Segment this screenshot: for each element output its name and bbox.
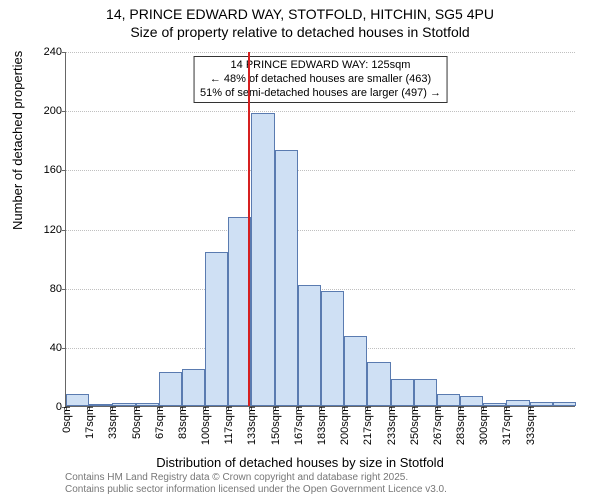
x-tick-label: 183sqm <box>314 406 328 445</box>
x-tick-label: 117sqm <box>221 406 235 444</box>
footer: Contains HM Land Registry data © Crown c… <box>65 472 447 496</box>
histogram-bar <box>391 379 414 406</box>
x-tick-label: 33sqm <box>105 406 119 439</box>
y-tick-label: 160 <box>36 164 66 176</box>
y-tick-label: 200 <box>36 105 66 117</box>
annotation-line-2: ← 48% of detached houses are smaller (46… <box>200 73 441 87</box>
x-axis-title: Distribution of detached houses by size … <box>0 455 600 470</box>
annotation-box: 14 PRINCE EDWARD WAY: 125sqm ← 48% of de… <box>193 56 448 103</box>
y-tick-label: 80 <box>36 283 66 295</box>
histogram-bar <box>182 369 205 406</box>
x-tick-label: 217sqm <box>360 406 374 445</box>
chart-title-line1: 14, PRINCE EDWARD WAY, STOTFOLD, HITCHIN… <box>0 6 600 24</box>
gridline <box>66 230 575 231</box>
gridline <box>66 111 575 112</box>
x-tick-label: 0sqm <box>59 406 73 433</box>
x-tick-label: 317sqm <box>499 406 513 445</box>
x-tick-label: 50sqm <box>129 406 143 439</box>
x-tick-label: 200sqm <box>337 406 351 445</box>
histogram-bar <box>344 336 367 406</box>
histogram-bar <box>367 362 390 406</box>
histogram-bar <box>205 252 228 406</box>
histogram-bar <box>414 379 437 406</box>
footer-line-2: Contains public sector information licen… <box>65 484 447 496</box>
annotation-line-1: 14 PRINCE EDWARD WAY: 125sqm <box>200 59 441 73</box>
histogram-bar <box>159 372 182 406</box>
annotation-line-3: 51% of semi-detached houses are larger (… <box>200 87 441 101</box>
histogram-bar <box>251 113 274 406</box>
y-tick-label: 120 <box>36 224 66 236</box>
gridline <box>66 170 575 171</box>
y-tick-label: 240 <box>36 46 66 58</box>
y-axis-title: Number of detached properties <box>10 51 25 230</box>
histogram-bar <box>553 402 576 406</box>
x-tick-label: 233sqm <box>384 406 398 445</box>
y-tick-label: 40 <box>36 342 66 354</box>
x-tick-label: 283sqm <box>453 406 467 445</box>
x-tick-label: 17sqm <box>82 406 96 439</box>
histogram-bar <box>298 285 321 406</box>
reference-line <box>248 52 250 406</box>
x-tick-label: 250sqm <box>407 406 421 445</box>
x-tick-label: 267sqm <box>430 406 444 445</box>
x-tick-label: 67sqm <box>152 406 166 439</box>
chart-title-line2: Size of property relative to detached ho… <box>0 24 600 42</box>
histogram-bar <box>460 396 483 406</box>
histogram-bar <box>275 150 298 406</box>
x-tick-label: 100sqm <box>198 406 212 445</box>
gridline <box>66 52 575 53</box>
x-tick-label: 300sqm <box>476 406 490 445</box>
x-tick-label: 333sqm <box>523 406 537 445</box>
footer-line-1: Contains HM Land Registry data © Crown c… <box>65 472 447 484</box>
x-tick-label: 150sqm <box>268 406 282 445</box>
chart-plot-area: 14 PRINCE EDWARD WAY: 125sqm ← 48% of de… <box>65 52 575 407</box>
x-tick-label: 133sqm <box>244 406 258 445</box>
histogram-bar <box>66 394 89 406</box>
histogram-bar <box>437 394 460 406</box>
x-tick-label: 167sqm <box>291 406 305 445</box>
histogram-bar <box>321 291 344 406</box>
chart-title-block: 14, PRINCE EDWARD WAY, STOTFOLD, HITCHIN… <box>0 0 600 41</box>
x-tick-label: 83sqm <box>175 406 189 439</box>
